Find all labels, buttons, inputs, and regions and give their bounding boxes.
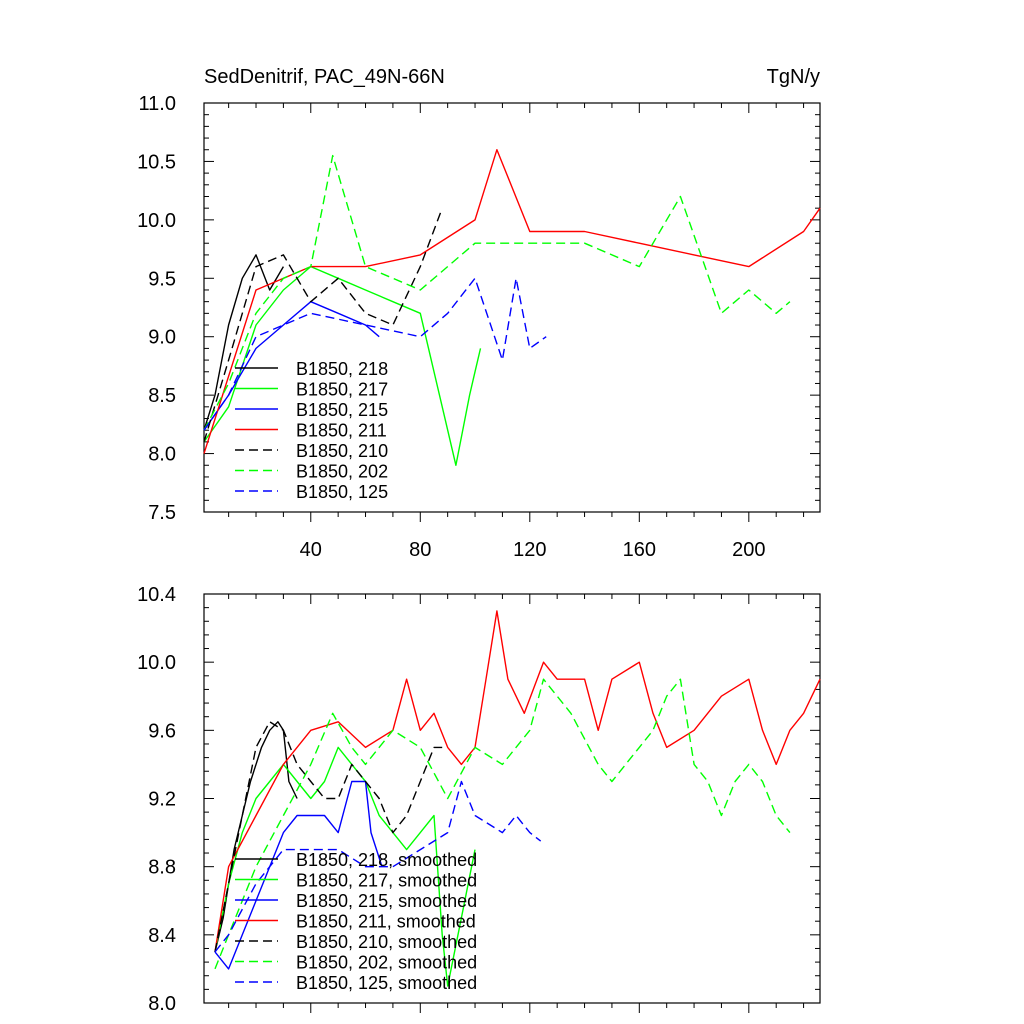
bottom-plot-area: 8.0 8.4 8.8 9.2 9.6 10.0 10.4 B1850, 218, smoot… xyxy=(137,584,821,1015)
y-tick-label: 8.4 xyxy=(148,925,176,947)
series-line xyxy=(214,721,298,953)
series-line xyxy=(203,301,380,431)
series-line xyxy=(214,610,821,953)
units-label: TgN/y xyxy=(767,66,820,88)
legend-label: B1850, 211 xyxy=(296,421,387,441)
legend-label: B1850, 202 xyxy=(296,462,388,482)
y-tick-label: 7.5 xyxy=(148,502,176,524)
y-tick-label: 11.0 xyxy=(139,93,176,115)
legend-label: B1850, 125 xyxy=(296,482,388,502)
y-tick-label: 8.0 xyxy=(148,444,176,466)
y-tick-label: 8.8 xyxy=(148,857,176,879)
x-tick-label: 40 xyxy=(300,539,322,561)
x-tick-label: 120 xyxy=(513,539,546,561)
series-line xyxy=(203,265,482,466)
y-tick-label: 9.0 xyxy=(148,327,176,349)
legend-label: B1850, 217, smoothed xyxy=(296,871,477,891)
plot-frame xyxy=(203,102,821,513)
series-line xyxy=(214,780,542,953)
y-tick-label: 9.6 xyxy=(148,720,176,742)
legend-label: B1850, 210 xyxy=(296,441,388,461)
top-plot-area: 7.5 8.0 8.5 9.0 9.5 10.0 10.5 11.0 40 80 120 160 200… xyxy=(137,93,821,561)
y-tick-label: 10.4 xyxy=(137,584,176,606)
chart-title: SedDenitrif, PAC_49N-66N xyxy=(204,66,445,88)
y-tick-label: 8.0 xyxy=(148,993,176,1015)
y-tick-label: 9.2 xyxy=(148,789,176,811)
series-line xyxy=(203,148,821,454)
legend-label: B1850, 125, smoothed xyxy=(296,973,477,993)
legend-label: B1850, 211, smoothed xyxy=(296,912,476,932)
legend-label: B1850, 202, smoothed xyxy=(296,953,477,973)
series-line xyxy=(203,207,443,443)
series-line xyxy=(203,154,791,431)
legend-label: B1850, 210, smoothed xyxy=(296,932,477,952)
series-line xyxy=(203,277,547,431)
x-tick-label: 80 xyxy=(409,539,431,561)
x-tick-label: 200 xyxy=(732,539,765,561)
series-line xyxy=(214,721,443,953)
y-tick-label: 10.0 xyxy=(137,210,176,232)
x-tick-label: 160 xyxy=(623,539,656,561)
series-line xyxy=(214,780,383,970)
y-tick-label: 9.5 xyxy=(148,268,176,290)
series-line xyxy=(214,678,791,970)
legend-label: B1850, 218, smoothed xyxy=(296,850,477,870)
legend-label: B1850, 215, smoothed xyxy=(296,891,477,911)
legend-label: B1850, 218 xyxy=(296,359,388,379)
top-panel: SedDenitrif, PAC_49N-66N TgN/y 7.5 8.0 8.5… xyxy=(137,66,821,561)
y-tick-label: 10.5 xyxy=(137,151,176,173)
series-line xyxy=(203,254,285,431)
y-tick-label: 10.0 xyxy=(137,652,176,674)
legend-label: B1850, 215 xyxy=(296,400,388,420)
y-tick-label: 8.5 xyxy=(148,385,176,407)
legend-label: B1850, 217 xyxy=(296,380,388,400)
bottom-panel: 8.0 8.4 8.8 9.2 9.6 10.0 10.4 B1850, 218, smoot… xyxy=(137,584,821,1015)
